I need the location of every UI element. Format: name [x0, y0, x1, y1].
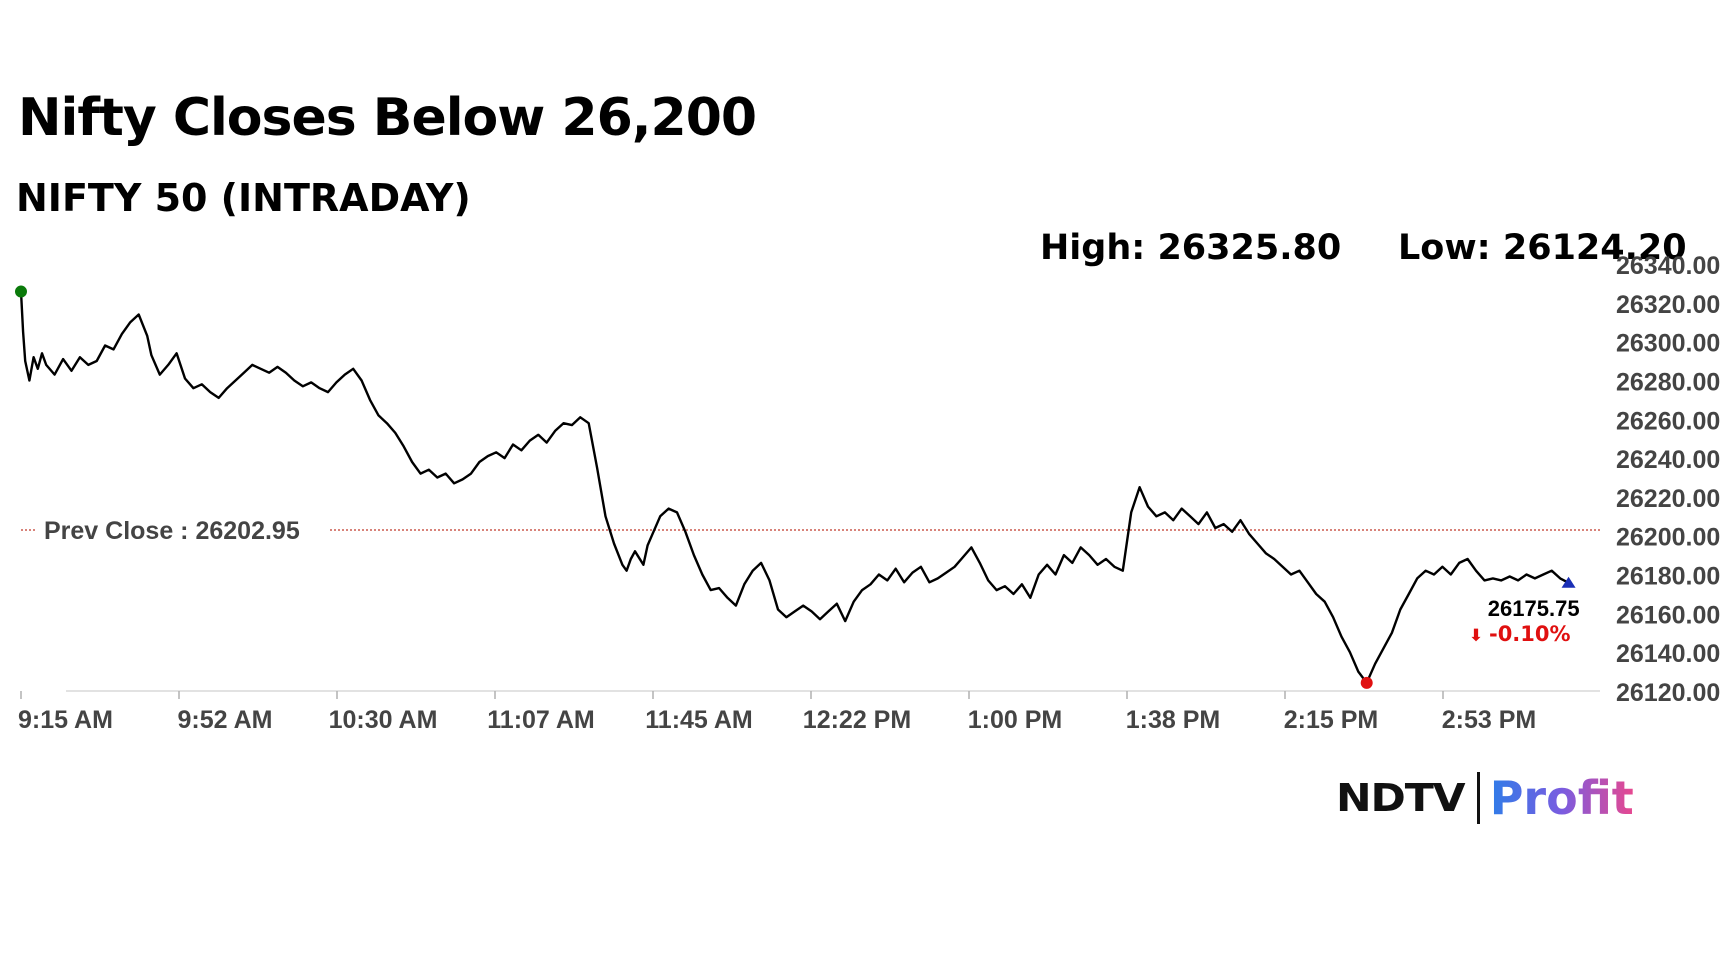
x-tick-label: 11:45 AM [645, 706, 752, 734]
x-axis: 9:15 AM 9:52 AM 10:30 AM 11:07 AM 11:45 AM 12… [18, 690, 1600, 734]
markers-group: 26175.75⬇ -0.10% [15, 285, 1580, 689]
ndtv-profit-logo: NDTV Profit [1336, 770, 1634, 826]
y-tick-label: 26280.00 [1616, 368, 1720, 396]
last-value-label: 26175.75 [1488, 596, 1580, 621]
x-tick-label: 9:52 AM [178, 706, 273, 734]
down-arrow-icon: ⬇ [1469, 626, 1489, 646]
x-tick-label: 11:07 AM [487, 706, 594, 734]
x-tick-label: 2:15 PM [1284, 706, 1378, 734]
logo-product: Profit [1489, 771, 1634, 825]
y-tick-label: 26320.00 [1616, 291, 1720, 319]
series-group [19, 291, 1570, 684]
y-axis: 26120.00 26140.00 26160.00 26180.00 26200.00… [1616, 252, 1720, 707]
y-tick-label: 26160.00 [1616, 601, 1720, 629]
high-value: High: 26325.80 [1040, 228, 1342, 268]
prev-close-label: Prev Close : 26202.95 [44, 517, 300, 545]
y-tick-label: 26260.00 [1616, 407, 1720, 435]
y-tick-label: 26200.00 [1616, 524, 1720, 552]
chart-subtitle: NIFTY 50 (INTRADAY) [16, 176, 471, 220]
nifty-price-line [19, 291, 1570, 684]
x-tick-label: 10:30 AM [329, 706, 438, 734]
x-tick-label: 2:53 PM [1442, 706, 1536, 734]
last-marker [1561, 576, 1576, 588]
y-tick-label: 26300.00 [1616, 330, 1720, 358]
y-tick-label: 26140.00 [1616, 640, 1720, 668]
y-tick-label: 26220.00 [1616, 485, 1720, 513]
logo-brand: NDTV [1336, 776, 1466, 820]
low-marker [1360, 676, 1373, 689]
y-tick-label: 26120.00 [1616, 679, 1720, 707]
y-tick-label: 26240.00 [1616, 446, 1720, 474]
low-value: Low: 26124.20 [1398, 228, 1687, 268]
y-tick-label: 26180.00 [1616, 563, 1720, 591]
change-percent: -0.10% [1489, 622, 1571, 646]
logo-separator [1476, 772, 1480, 824]
prev-close-group: Prev Close : 26202.95 [21, 517, 1600, 545]
change-label: ⬇ -0.10% [1469, 622, 1571, 646]
chart-title: Nifty Closes Below 26,200 [18, 88, 757, 148]
x-tick-label: 12:22 PM [803, 706, 911, 734]
y-tick-label: 26340.00 [1616, 252, 1720, 280]
x-tick-label: 9:15 AM [18, 706, 113, 734]
x-tick-label: 1:00 PM [968, 706, 1062, 734]
x-tick-label: 1:38 PM [1126, 706, 1220, 734]
open-marker [15, 285, 27, 298]
